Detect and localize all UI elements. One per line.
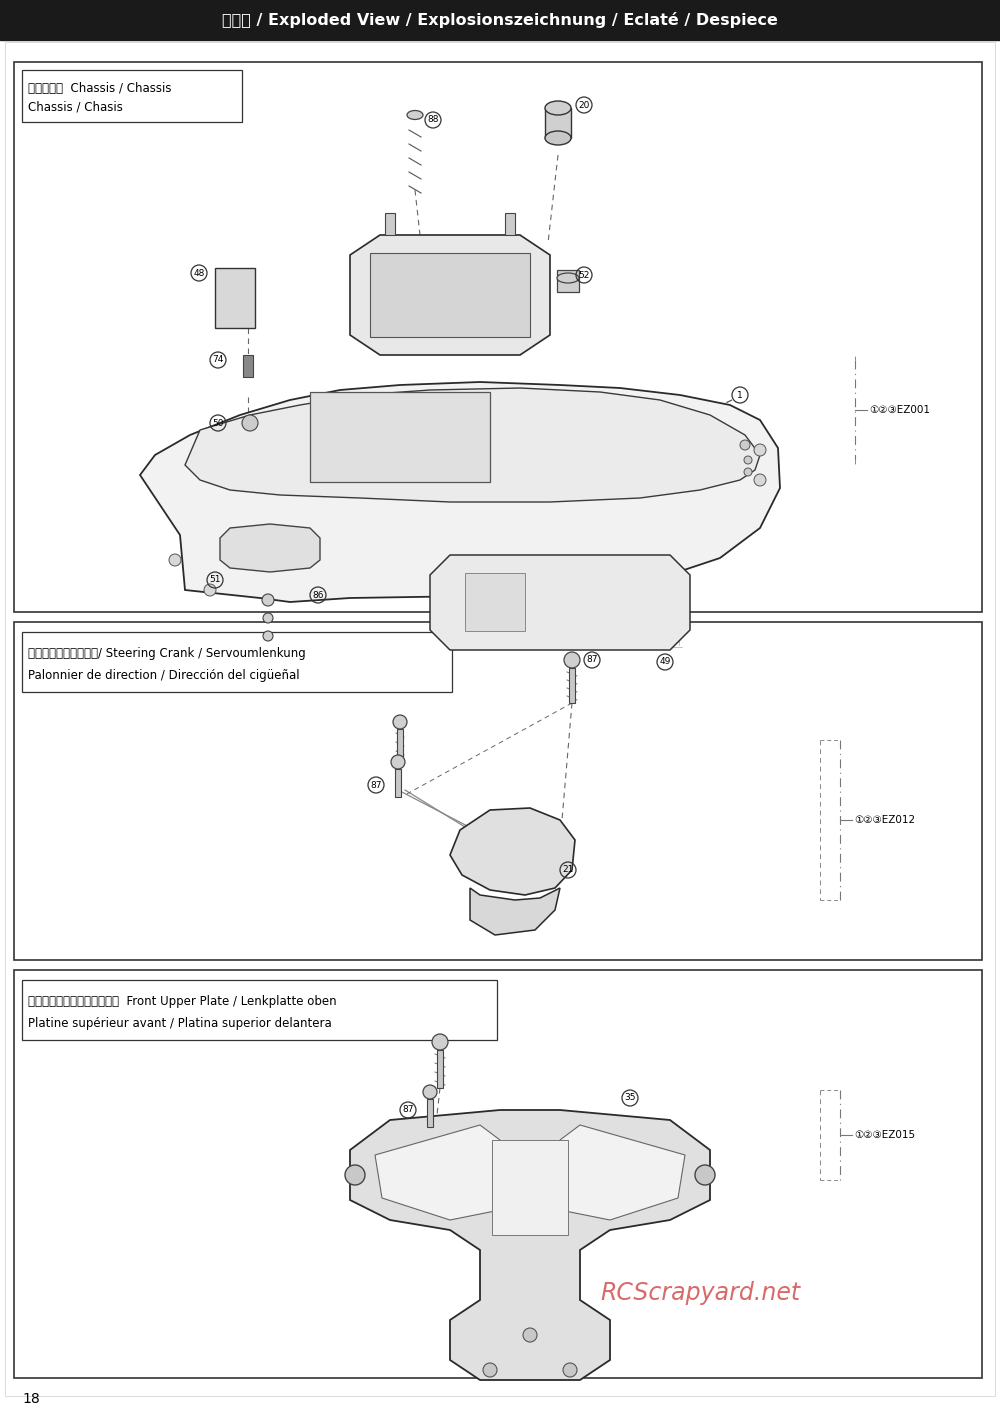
Polygon shape	[375, 1126, 500, 1220]
Text: Chassis / Chasis: Chassis / Chasis	[28, 100, 123, 115]
Text: 74: 74	[212, 355, 224, 365]
Text: シャシー／  Chassis / Chassis: シャシー／ Chassis / Chassis	[28, 82, 172, 95]
Circle shape	[263, 631, 273, 641]
Ellipse shape	[242, 414, 258, 431]
Circle shape	[262, 594, 274, 607]
Polygon shape	[185, 387, 760, 502]
Circle shape	[204, 584, 216, 595]
Ellipse shape	[407, 110, 423, 120]
Bar	[427, 1099, 433, 1127]
Bar	[215, 269, 255, 328]
Circle shape	[393, 715, 407, 730]
Circle shape	[695, 1165, 715, 1185]
Circle shape	[169, 554, 181, 566]
Circle shape	[523, 1328, 537, 1342]
Circle shape	[563, 1363, 577, 1377]
Bar	[397, 730, 403, 759]
Polygon shape	[430, 556, 690, 650]
Text: 88: 88	[427, 116, 439, 124]
Bar	[243, 355, 253, 378]
Text: 49: 49	[659, 658, 671, 666]
Text: フロントアッパープレート／  Front Upper Plate / Lenkplatte oben: フロントアッパープレート／ Front Upper Plate / Lenkpl…	[28, 994, 337, 1008]
Circle shape	[345, 1165, 365, 1185]
Text: 52: 52	[578, 270, 590, 280]
Polygon shape	[220, 525, 320, 573]
Circle shape	[483, 1363, 497, 1377]
Text: 20: 20	[578, 100, 590, 109]
Text: Palonnier de direction / Dirección del cigüeñal: Palonnier de direction / Dirección del c…	[28, 669, 300, 682]
Circle shape	[564, 652, 580, 667]
Text: ①②③EZ015: ①②③EZ015	[854, 1130, 915, 1140]
Bar	[0, 0, 1000, 40]
Text: ①②③EZ001: ①②③EZ001	[869, 404, 930, 414]
Bar	[465, 573, 525, 631]
Bar	[557, 270, 579, 293]
Text: 35: 35	[624, 1093, 636, 1103]
Bar	[395, 769, 401, 797]
Bar	[22, 71, 242, 122]
Text: RCScrapyard.net: RCScrapyard.net	[600, 1281, 800, 1305]
Ellipse shape	[545, 100, 571, 115]
Bar	[569, 667, 575, 703]
Bar	[385, 214, 395, 235]
Text: 50: 50	[212, 419, 224, 427]
Circle shape	[432, 1034, 448, 1051]
Text: 21: 21	[562, 865, 574, 874]
Ellipse shape	[545, 132, 571, 146]
Text: 分解図 / Exploded View / Explosionszeichnung / Eclaté / Despiece: 分解図 / Exploded View / Explosionszeichnun…	[222, 11, 778, 28]
Circle shape	[744, 455, 752, 464]
Text: 86: 86	[312, 591, 324, 600]
Polygon shape	[350, 1110, 710, 1380]
Text: 1: 1	[737, 390, 743, 400]
Circle shape	[754, 474, 766, 486]
Circle shape	[740, 440, 750, 450]
Text: 51: 51	[209, 575, 221, 584]
Bar	[22, 632, 452, 691]
Bar	[437, 1051, 443, 1087]
Circle shape	[263, 614, 273, 624]
Circle shape	[423, 1085, 437, 1099]
Bar	[545, 107, 571, 139]
Text: 87: 87	[586, 656, 598, 665]
Bar	[310, 392, 490, 482]
Bar	[14, 970, 982, 1379]
Circle shape	[754, 444, 766, 455]
Ellipse shape	[557, 273, 579, 283]
Polygon shape	[140, 382, 780, 602]
Bar	[505, 214, 515, 235]
Text: 48: 48	[193, 269, 205, 277]
Bar	[370, 253, 530, 337]
Text: ステアリングクランク/ Steering Crank / Servoumlenkung: ステアリングクランク/ Steering Crank / Servoumlenk…	[28, 646, 306, 659]
Polygon shape	[470, 888, 560, 935]
Text: Platine supérieur avant / Platina superior delantera: Platine supérieur avant / Platina superi…	[28, 1017, 332, 1029]
Bar	[14, 622, 982, 960]
Polygon shape	[350, 235, 550, 355]
Polygon shape	[450, 807, 575, 895]
Text: 87: 87	[370, 781, 382, 789]
Bar	[14, 62, 982, 612]
Text: ①②③EZ012: ①②③EZ012	[854, 814, 915, 824]
Bar	[492, 1140, 568, 1234]
Polygon shape	[560, 1126, 685, 1220]
Text: 18: 18	[22, 1391, 40, 1406]
Bar	[22, 980, 497, 1041]
Text: 87: 87	[402, 1106, 414, 1114]
Circle shape	[391, 755, 405, 769]
Circle shape	[744, 468, 752, 477]
